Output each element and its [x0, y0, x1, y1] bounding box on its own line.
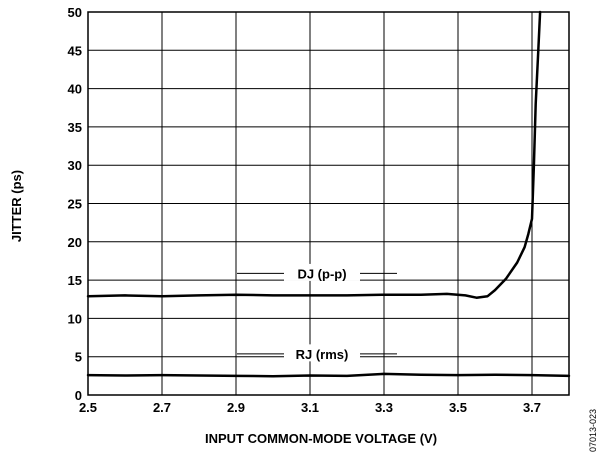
y-tick-label: 30	[68, 158, 82, 173]
x-tick-label: 2.5	[79, 400, 97, 415]
series-line-dj	[86, 10, 542, 299]
x-tick-label: 3.5	[449, 400, 467, 415]
grid	[88, 12, 569, 395]
y-tick-label: 20	[68, 235, 82, 250]
y-axis-title: JITTER (ps)	[9, 170, 24, 242]
x-tick-label: 3.1	[301, 400, 319, 415]
y-tick-label: 50	[68, 5, 82, 20]
y-tick-label: 25	[68, 197, 82, 212]
axis-ticks: 2.5 2.7 2.9 3.1 3.3 3.5 3.7 0 5 10 15 20 25 30 35 40 45 5…	[68, 5, 542, 415]
series-label-rj: RJ (rms)	[296, 347, 349, 362]
y-tick-label: 45	[68, 43, 82, 58]
series-label-backdrop	[284, 344, 360, 362]
y-tick-label: 0	[75, 388, 82, 403]
y-tick-label: 5	[75, 350, 82, 365]
y-tick-label: 15	[68, 273, 82, 288]
series-label-backdrop	[284, 263, 360, 281]
x-tick-label: 2.7	[153, 400, 171, 415]
figure-id: 07013-023	[588, 409, 598, 452]
y-tick-label: 40	[68, 82, 82, 97]
x-axis-title: INPUT COMMON-MODE VOLTAGE (V)	[205, 431, 437, 446]
x-tick-label: 2.9	[227, 400, 245, 415]
plot-frame	[87, 11, 570, 396]
series-line-rj	[86, 372, 571, 378]
series-labels: DJ (p-p) RJ (rms)	[237, 263, 397, 362]
y-tick-label: 35	[68, 120, 82, 135]
x-tick-label: 3.3	[375, 400, 393, 415]
series-group	[86, 10, 571, 378]
y-tick-label: 10	[68, 311, 82, 326]
series-label-dj: DJ (p-p)	[297, 266, 346, 281]
x-tick-label: 3.7	[523, 400, 541, 415]
